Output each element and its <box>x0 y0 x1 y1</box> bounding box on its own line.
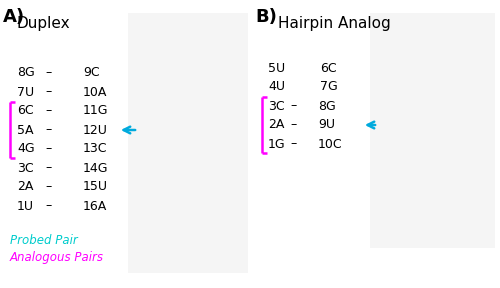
Text: –: – <box>46 181 52 194</box>
Text: 9U: 9U <box>318 118 335 132</box>
Text: 12U: 12U <box>83 124 108 137</box>
Text: 4U: 4U <box>268 81 285 94</box>
Text: 4G: 4G <box>17 143 34 156</box>
Text: 8G: 8G <box>318 99 336 113</box>
Text: 5A: 5A <box>17 124 34 137</box>
Text: Duplex: Duplex <box>17 16 70 31</box>
Text: 7G: 7G <box>320 81 338 94</box>
Text: –: – <box>291 137 297 151</box>
Text: 13C: 13C <box>83 143 108 156</box>
Text: –: – <box>46 162 52 175</box>
Text: –: – <box>291 99 297 113</box>
Text: –: – <box>291 118 297 132</box>
Text: –: – <box>46 200 52 213</box>
Text: 2A: 2A <box>17 181 34 194</box>
Text: 10C: 10C <box>318 137 342 151</box>
Text: –: – <box>46 105 52 118</box>
Text: 1U: 1U <box>17 200 34 213</box>
Bar <box>128 13 248 273</box>
Text: 1G: 1G <box>268 137 285 151</box>
Bar <box>370 13 495 248</box>
Text: Analogous Pairs: Analogous Pairs <box>10 251 104 264</box>
Text: A): A) <box>3 8 25 26</box>
Text: 16A: 16A <box>83 200 107 213</box>
Text: 5U: 5U <box>268 62 285 75</box>
Text: 11G: 11G <box>83 105 108 118</box>
Text: 7U: 7U <box>17 86 34 98</box>
Text: 6C: 6C <box>320 62 336 75</box>
Text: Hairpin Analog: Hairpin Analog <box>278 16 391 31</box>
Text: Probed Pair: Probed Pair <box>10 234 78 247</box>
Text: 9C: 9C <box>83 67 100 79</box>
Text: –: – <box>46 86 52 98</box>
Text: 8G: 8G <box>17 67 35 79</box>
Text: –: – <box>46 67 52 79</box>
Text: –: – <box>46 124 52 137</box>
Text: 2A: 2A <box>268 118 284 132</box>
Text: 10A: 10A <box>83 86 108 98</box>
Text: 3C: 3C <box>268 99 284 113</box>
Text: 15U: 15U <box>83 181 108 194</box>
Text: 14G: 14G <box>83 162 108 175</box>
Text: B): B) <box>255 8 277 26</box>
Text: 6C: 6C <box>17 105 34 118</box>
Text: 3C: 3C <box>17 162 34 175</box>
Text: –: – <box>46 143 52 156</box>
